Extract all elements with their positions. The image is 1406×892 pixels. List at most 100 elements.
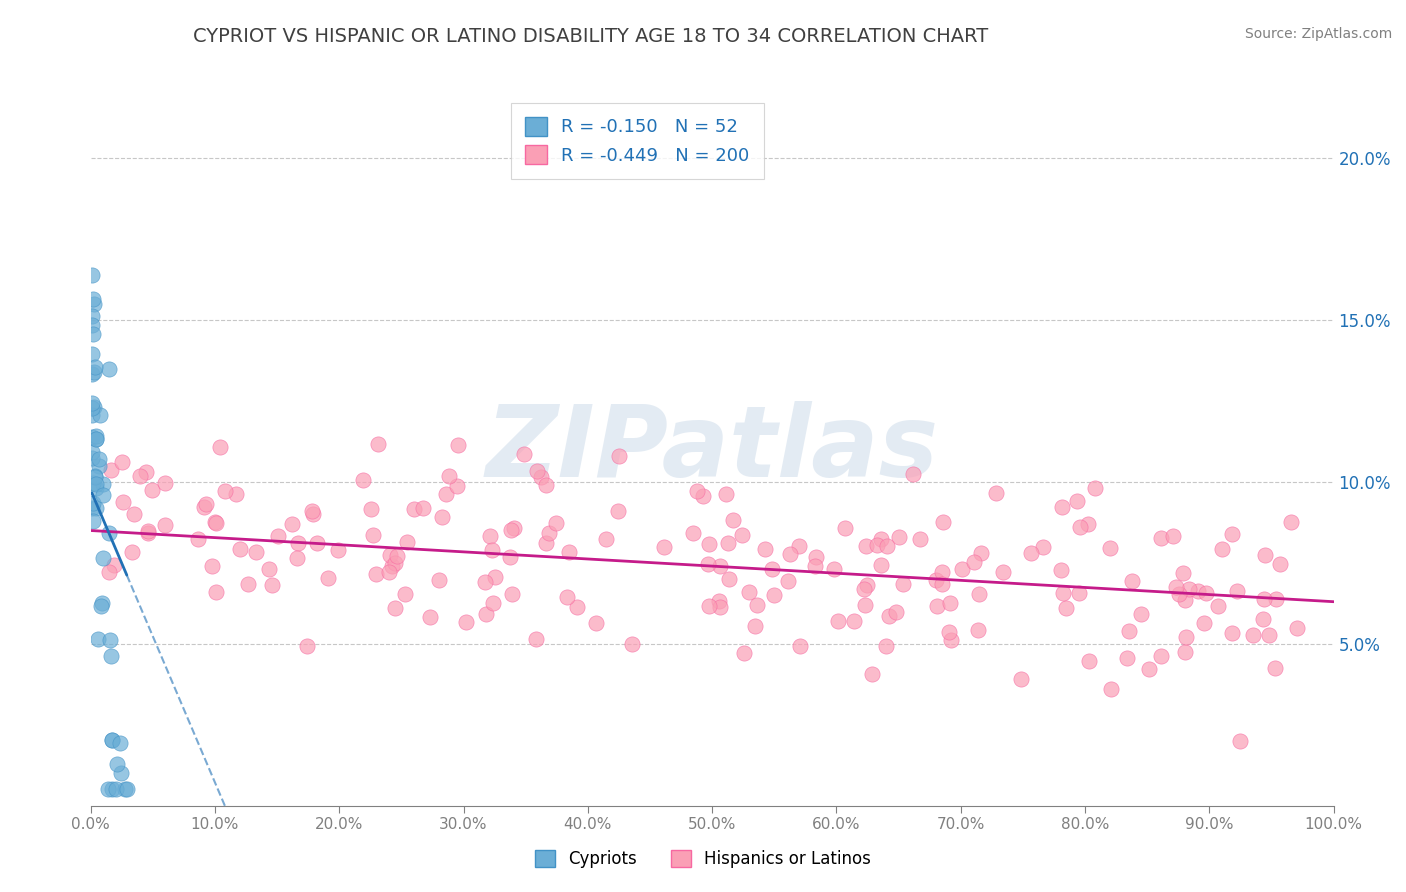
Cypriots [80, 395, 103, 409]
Hispanics or Latinos [931, 576, 953, 591]
Cypriots [87, 458, 110, 473]
Hispanics or Latinos [692, 489, 714, 503]
Hispanics or Latinos [1257, 628, 1279, 642]
Legend: Cypriots, Hispanics or Latinos: Cypriots, Hispanics or Latinos [529, 843, 877, 875]
Cypriots [104, 782, 127, 797]
Hispanics or Latinos [823, 562, 845, 576]
Hispanics or Latinos [1173, 566, 1195, 581]
Hispanics or Latinos [384, 556, 406, 570]
Hispanics or Latinos [855, 539, 877, 553]
Cypriots [80, 310, 103, 324]
Cypriots [100, 732, 122, 747]
Hispanics or Latinos [513, 447, 536, 461]
Hispanics or Latinos [1241, 627, 1264, 641]
Hispanics or Latinos [607, 450, 630, 464]
Hispanics or Latinos [654, 540, 676, 554]
Hispanics or Latinos [122, 508, 145, 522]
Hispanics or Latinos [436, 487, 458, 501]
Cypriots [82, 514, 104, 528]
Hispanics or Latinos [1161, 529, 1184, 543]
Hispanics or Latinos [360, 502, 382, 516]
Hispanics or Latinos [908, 532, 931, 546]
Hispanics or Latinos [866, 538, 889, 552]
Hispanics or Latinos [544, 516, 567, 530]
Cypriots [98, 632, 121, 647]
Hispanics or Latinos [481, 596, 503, 610]
Cypriots [86, 433, 108, 447]
Hispanics or Latinos [870, 558, 893, 572]
Hispanics or Latinos [225, 487, 247, 501]
Cypriots [82, 327, 104, 342]
Hispanics or Latinos [903, 467, 925, 481]
Hispanics or Latinos [939, 633, 962, 648]
Hispanics or Latinos [430, 510, 453, 524]
Hispanics or Latinos [1281, 516, 1303, 530]
Hispanics or Latinos [1050, 500, 1073, 514]
Hispanics or Latinos [316, 571, 339, 585]
Hispanics or Latinos [804, 550, 827, 565]
Hispanics or Latinos [607, 503, 630, 517]
Hispanics or Latinos [1078, 655, 1101, 669]
Cypriots [82, 475, 104, 490]
Hispanics or Latinos [366, 567, 388, 582]
Hispanics or Latinos [887, 530, 910, 544]
Hispanics or Latinos [538, 525, 561, 540]
Hispanics or Latinos [1265, 592, 1288, 607]
Cypriots [80, 500, 103, 515]
Hispanics or Latinos [931, 565, 953, 579]
Hispanics or Latinos [155, 476, 177, 491]
Hispanics or Latinos [1010, 672, 1032, 686]
Hispanics or Latinos [201, 559, 224, 574]
Hispanics or Latinos [853, 582, 876, 596]
Hispanics or Latinos [696, 557, 718, 571]
Hispanics or Latinos [730, 527, 752, 541]
Hispanics or Latinos [478, 529, 501, 543]
Hispanics or Latinos [747, 598, 769, 612]
Hispanics or Latinos [682, 525, 704, 540]
Hispanics or Latinos [1116, 651, 1139, 665]
Hispanics or Latinos [499, 523, 522, 537]
Hispanics or Latinos [779, 547, 801, 561]
Cypriots [84, 470, 107, 484]
Hispanics or Latinos [205, 585, 228, 599]
Hispanics or Latinos [1099, 541, 1122, 555]
Hispanics or Latinos [503, 521, 526, 535]
Hispanics or Latinos [870, 533, 893, 547]
Hispanics or Latinos [1211, 541, 1233, 556]
Hispanics or Latinos [447, 438, 470, 452]
Hispanics or Latinos [963, 555, 986, 569]
Hispanics or Latinos [267, 529, 290, 543]
Hispanics or Latinos [1067, 585, 1090, 599]
Hispanics or Latinos [1220, 625, 1243, 640]
Hispanics or Latinos [856, 578, 879, 592]
Hispanics or Latinos [1175, 630, 1198, 644]
Cypriots [80, 445, 103, 459]
Hispanics or Latinos [111, 455, 134, 469]
Hispanics or Latinos [378, 565, 401, 579]
Hispanics or Latinos [557, 590, 579, 604]
Hispanics or Latinos [761, 561, 783, 575]
Hispanics or Latinos [717, 572, 740, 586]
Hispanics or Latinos [1177, 582, 1199, 596]
Hispanics or Latinos [501, 587, 523, 601]
Hispanics or Latinos [1077, 517, 1099, 532]
Hispanics or Latinos [1066, 494, 1088, 508]
Hispanics or Latinos [789, 639, 811, 653]
Hispanics or Latinos [395, 535, 418, 549]
Hispanics or Latinos [804, 559, 827, 574]
Cypriots [105, 757, 128, 772]
Cypriots [82, 347, 104, 361]
Hispanics or Latinos [855, 598, 877, 612]
Hispanics or Latinos [1150, 648, 1173, 663]
Hispanics or Latinos [1054, 601, 1077, 615]
Cypriots [108, 736, 131, 750]
Hispanics or Latinos [938, 624, 960, 639]
Text: Source: ZipAtlas.com: Source: ZipAtlas.com [1244, 27, 1392, 41]
Hispanics or Latinos [328, 543, 350, 558]
Hispanics or Latinos [193, 500, 215, 514]
Hispanics or Latinos [595, 532, 617, 546]
Cypriots [89, 409, 111, 423]
Hispanics or Latinos [536, 478, 558, 492]
Hispanics or Latinos [738, 585, 761, 599]
Hispanics or Latinos [1268, 557, 1291, 571]
